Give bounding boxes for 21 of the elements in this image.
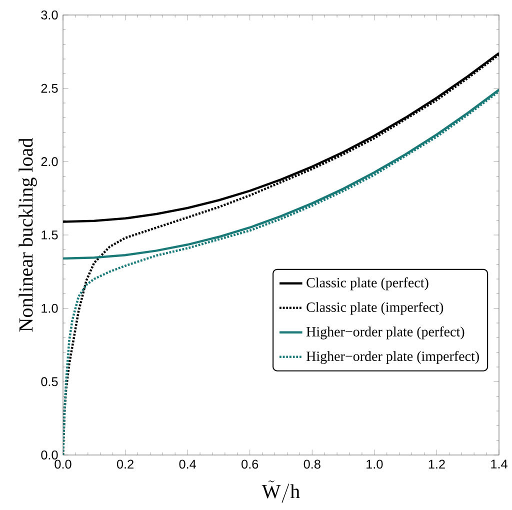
x-tick-label: 0.4	[179, 460, 196, 469]
x-tick-label: 1.2	[428, 460, 445, 469]
x-tick-label: 0.6	[242, 460, 258, 469]
x-tick-label: 1.0	[366, 460, 383, 469]
legend-label: Classic plate (perfect)	[306, 277, 428, 290]
y-tick-label: 3.0	[41, 10, 58, 20]
legend-label: Higher−order plate (perfect)	[306, 326, 464, 340]
x-axis-title: $\tilde{\mathrm{W}}/\mathrm{h}$	[262, 480, 300, 503]
x-tick-label: 1.4	[491, 460, 508, 468]
y-tick-label: 0.0	[41, 450, 58, 460]
y-axis-title: Nonlinear buckling load	[18, 138, 37, 332]
y-tick-label: 1.5	[42, 230, 58, 240]
y-tick-label: 1.0	[42, 304, 58, 313]
legend-label: Higher−order plate (imperfect)	[306, 351, 479, 364]
x-tick-label: 0.8	[304, 460, 320, 469]
y-tick-label: 0.5	[41, 377, 58, 386]
y-tick-label: 2.0	[41, 157, 58, 166]
x-tick-label: 0.2	[116, 460, 134, 469]
x-tick-label: 0.0	[54, 460, 72, 469]
y-tick-label: 2.5	[41, 84, 58, 93]
legend-label: Classic plate (imperfect)	[306, 302, 444, 315]
